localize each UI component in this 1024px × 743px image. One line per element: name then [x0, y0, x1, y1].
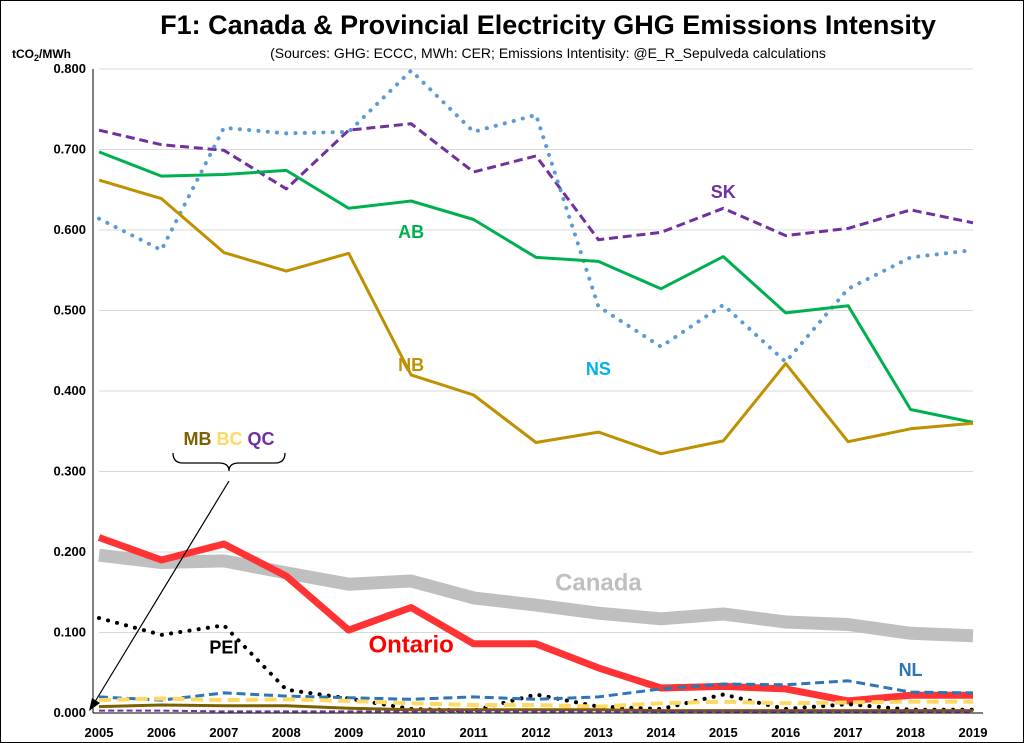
axes: [92, 69, 983, 714]
x-tick-label: 2019: [959, 725, 988, 740]
label-ontario: Ontario: [368, 632, 453, 659]
series-line-ontario: [97, 534, 973, 705]
gridlines: [99, 68, 973, 633]
series-line-pei: [97, 616, 975, 713]
label-pei: PEI: [209, 637, 238, 657]
series-line-canada: [98, 548, 974, 643]
y-tick-label: 0.800: [53, 61, 86, 76]
y-axis-unit-sub: 2: [34, 53, 39, 63]
group-label-bc: BC: [211, 429, 242, 449]
chart-subtitle: (Sources: GHG: ECCC, MWh: CER; Emissions…: [270, 45, 826, 61]
y-axis-unit-suffix: /MWh: [39, 47, 71, 61]
x-tick-label: 2010: [397, 725, 426, 740]
y-tick-labels: 0.000 0.100 0.200 0.300 0.400 0.500 0.600 0.700…: [53, 61, 86, 720]
y-axis-unit-prefix: tCO: [12, 47, 34, 61]
series-line-nb: [98, 178, 974, 456]
group-label-qc: QC: [242, 429, 274, 449]
x-tick-label: 2018: [896, 725, 925, 740]
mb-bc-qc-callout: MB BC QC: [89, 429, 286, 711]
series-line-ns: [97, 68, 975, 364]
group-label-mb: MB: [183, 429, 211, 449]
x-tick-label: 2006: [147, 725, 176, 740]
series-line-ab: [98, 150, 974, 424]
series-line-qc: [99, 709, 973, 713]
group-label: MB BC QC: [183, 429, 274, 449]
x-tick-labels: 2005 2006 2007 2008 2009 2010 2011 2012 2013 2014…: [85, 725, 988, 740]
x-tick-label: 2009: [334, 725, 363, 740]
y-tick-label: 0.000: [53, 705, 86, 720]
label-ns: NS: [586, 359, 611, 379]
y-tick-label: 0.700: [53, 142, 86, 157]
x-tick-label: 2013: [584, 725, 613, 740]
label-ab: AB: [398, 222, 424, 242]
y-tick-label: 0.400: [53, 383, 86, 398]
label-nl: NL: [899, 660, 923, 680]
y-tick-label: 0.100: [53, 625, 86, 640]
x-tick-label: 2015: [709, 725, 738, 740]
chart-title: F1: Canada & Provincial Electricity GHG …: [160, 10, 936, 40]
y-tick-label: 0.300: [53, 464, 86, 479]
label-sk: SK: [711, 182, 736, 202]
x-tick-label: 2011: [459, 725, 487, 740]
y-tick-label: 0.600: [53, 222, 86, 237]
x-tick-label: 2007: [209, 725, 238, 740]
series-line-bc: [98, 696, 973, 709]
x-tick-label: 2005: [85, 725, 114, 740]
label-nb: NB: [398, 355, 424, 375]
group-arrow-head: [89, 698, 100, 711]
series-lines: [97, 68, 975, 713]
x-tick-label: 2017: [834, 725, 863, 740]
y-axis-unit: tCO2/MWh: [12, 47, 71, 63]
series-line-nl: [98, 679, 974, 702]
y-tick-label: 0.200: [53, 544, 86, 559]
group-brace: [172, 452, 286, 472]
group-arrow-line: [92, 480, 230, 706]
x-tick-label: 2008: [272, 725, 301, 740]
label-canada: Canada: [555, 570, 642, 597]
series-line-sk: [98, 122, 974, 242]
y-tick-label: 0.500: [53, 303, 86, 318]
x-tick-label: 2016: [771, 725, 800, 740]
series-labels: SK AB NS NB Canada Ontario PEI NL: [209, 182, 922, 680]
x-tick-label: 2014: [646, 725, 676, 740]
x-tick-label: 2012: [522, 725, 551, 740]
